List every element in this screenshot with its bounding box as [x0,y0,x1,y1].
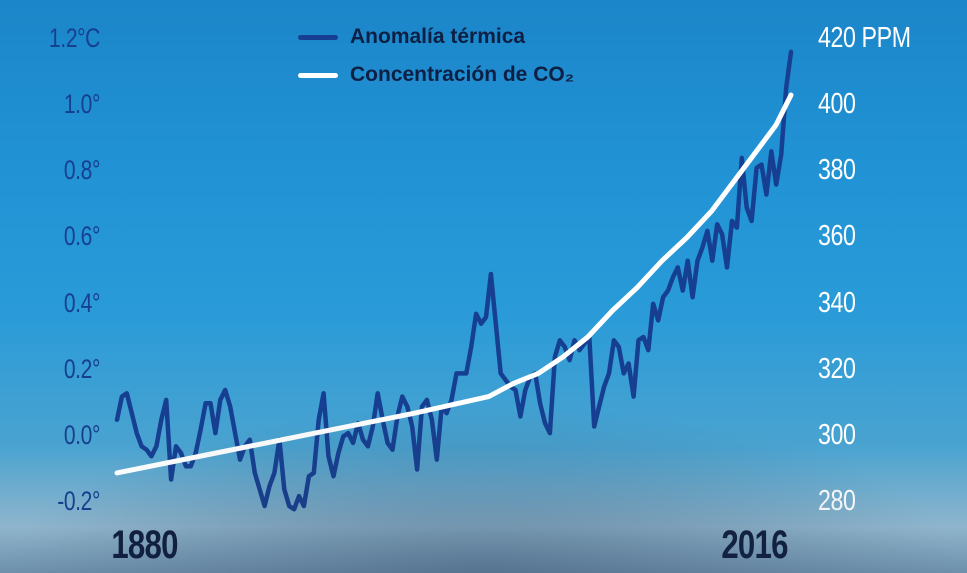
legend-swatch-co2 [298,72,338,78]
legend-item-co2: Concentración de CO₂ [298,56,574,94]
left-tick-label: 1.2°C [49,23,100,53]
legend-swatch-temperature [298,34,338,40]
right-tick-label: 400 [818,88,856,120]
right-tick-label: 300 [818,419,856,451]
right-tick-label: 360 [818,220,856,252]
right-tick-label: 320 [818,353,856,385]
temperature-anomaly-line [114,49,794,512]
left-tick-label: 0.0° [63,420,101,450]
left-tick-label: 0.2° [63,354,101,384]
right-tick-label: 280 [818,485,856,517]
x-tick-end-year: 2016 [721,523,788,567]
legend-label-co2: Concentración de CO₂ [350,63,575,86]
left-tick-label: 0.6° [63,221,101,251]
co2-concentration-line [114,92,794,476]
legend-item-temperature: Anomalía térmica [298,18,574,56]
legend-label-temperature: Anomalía térmica [350,25,526,48]
series-group [114,49,794,512]
x-tick-start-year: 1880 [111,523,178,567]
right-tick-label: 380 [818,154,856,186]
right-tick-label: 340 [818,287,856,319]
left-tick-label: 1.0° [63,89,101,119]
left-tick-label: -0.2° [57,486,100,516]
right-tick-label: 420 PPM [818,22,911,54]
left-tick-label: 0.4° [63,288,101,318]
left-tick-label: 0.8° [63,155,101,185]
legend: Anomalía térmica Concentración de CO₂ [298,18,574,94]
